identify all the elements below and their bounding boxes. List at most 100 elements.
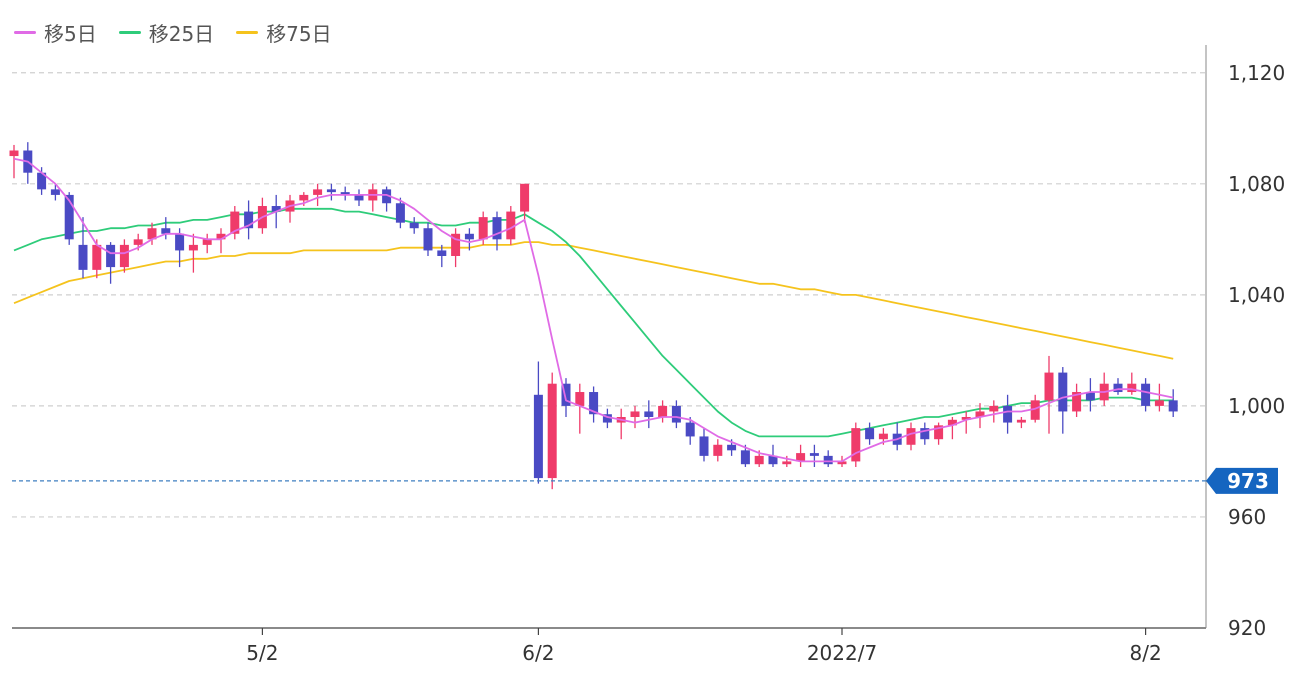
candle-body xyxy=(589,392,599,415)
candle-body xyxy=(106,244,116,268)
candlesticks xyxy=(9,142,1178,490)
candle-body xyxy=(492,217,502,240)
candle-body xyxy=(9,150,19,157)
candle-body xyxy=(451,233,461,256)
axes: 1,120 1,080 1,040 1,000 960 920 5/2 6/2 2022/7 8/… xyxy=(12,45,1285,665)
y-tick-label: 1,040 xyxy=(1228,283,1285,307)
candle-body xyxy=(188,244,198,251)
candle-body xyxy=(119,244,129,268)
current-price-marker: 973 xyxy=(12,467,1278,494)
legend-swatch-ma25 xyxy=(118,31,141,34)
candle-body xyxy=(1044,372,1054,401)
candle-body xyxy=(1113,383,1123,393)
candle-body xyxy=(851,428,861,462)
candle-body xyxy=(464,233,474,240)
candle-body xyxy=(409,222,419,229)
candle-body xyxy=(754,455,764,465)
candle-body xyxy=(1141,383,1151,406)
x-tick-label: 5/2 xyxy=(246,641,278,665)
ma5-line xyxy=(13,157,1174,463)
current-price-badge xyxy=(1206,467,1278,494)
x-tick-label: 2022/7 xyxy=(807,641,877,665)
candle-body xyxy=(1016,419,1026,423)
candle-body xyxy=(1030,400,1040,420)
y-tick-label: 1,000 xyxy=(1228,394,1285,418)
legend-item-ma25[interactable]: 移25日 xyxy=(118,18,214,47)
candle-body xyxy=(878,433,888,440)
candle-body xyxy=(782,461,792,465)
candle-body xyxy=(685,422,695,437)
x-tick-label: 6/2 xyxy=(522,641,554,665)
candle-body xyxy=(382,189,392,204)
candle-body xyxy=(602,414,612,423)
candle-body xyxy=(809,453,819,456)
current-price-label: 973 xyxy=(1227,469,1269,493)
candle-body xyxy=(202,239,212,245)
candle-body xyxy=(823,455,833,465)
legend-item-ma5[interactable]: 移5日 xyxy=(14,18,97,47)
candle-body xyxy=(175,233,185,251)
candle-body xyxy=(961,417,971,420)
candle-body xyxy=(506,211,516,240)
candle-body xyxy=(216,233,226,240)
legend-label-ma75: 移75日 xyxy=(266,22,332,46)
candle-body xyxy=(1085,392,1095,401)
candle-body xyxy=(50,189,60,195)
legend-swatch-ma75 xyxy=(236,31,259,34)
y-tick-label: 960 xyxy=(1228,505,1266,529)
legend-item-ma75[interactable]: 移75日 xyxy=(236,18,332,47)
candle-body xyxy=(768,455,778,465)
candle-body xyxy=(989,405,999,412)
candle-body xyxy=(520,183,530,212)
legend-swatch-ma5 xyxy=(14,31,36,34)
candle-body xyxy=(78,244,88,270)
chart-legend: 移5日 移25日 移75日 xyxy=(14,18,332,47)
legend-label-ma5: 移5日 xyxy=(44,22,97,46)
candle-body xyxy=(547,383,557,479)
candle-body xyxy=(837,461,847,465)
candle-body xyxy=(713,444,723,456)
candle-body xyxy=(533,394,543,479)
candle-body xyxy=(299,194,309,201)
x-tick-label: 8/2 xyxy=(1130,641,1162,665)
y-tick-label: 920 xyxy=(1228,616,1266,640)
candle-body xyxy=(478,217,488,240)
candle-body xyxy=(395,203,405,223)
candle-body xyxy=(920,428,930,440)
candle-body xyxy=(1154,400,1164,406)
candle-body xyxy=(1072,392,1082,412)
y-tick-label: 1,120 xyxy=(1228,61,1285,85)
y-tick-label: 1,080 xyxy=(1228,172,1285,196)
candle-body xyxy=(740,450,750,465)
ma-lines-top xyxy=(13,157,1174,463)
candle-body xyxy=(354,194,364,201)
candle-body xyxy=(1058,372,1068,412)
candle-body xyxy=(1168,400,1178,412)
candle-body xyxy=(865,428,875,440)
grid-lines xyxy=(12,72,1206,518)
candle-body xyxy=(575,392,585,406)
candle-body xyxy=(37,172,47,190)
candle-body xyxy=(271,206,281,212)
candle-body xyxy=(727,444,737,451)
candle-body xyxy=(644,411,654,418)
ma75-line xyxy=(13,241,1174,360)
candle-body xyxy=(244,211,254,229)
candle-body xyxy=(658,405,668,418)
candle-body xyxy=(699,436,709,456)
candle-body xyxy=(1127,383,1137,393)
candle-body xyxy=(133,239,143,245)
candle-body xyxy=(671,405,681,423)
candle-body xyxy=(796,453,806,462)
candle-body xyxy=(313,189,323,195)
candle-body xyxy=(630,411,640,418)
candle-body xyxy=(340,192,350,195)
candle-body xyxy=(1003,405,1013,423)
candle-body xyxy=(161,228,171,234)
candle-body xyxy=(64,194,74,240)
candle-body xyxy=(906,428,916,445)
candle-body xyxy=(230,211,240,234)
candle-body xyxy=(326,189,336,193)
candle-body xyxy=(437,250,447,256)
